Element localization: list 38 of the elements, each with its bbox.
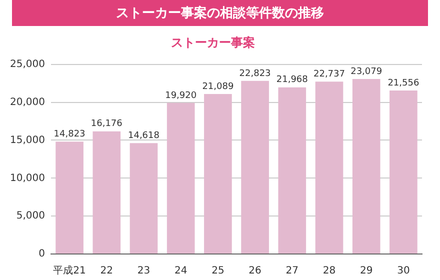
chart-title: ストーカー事案の相談等件数の推移: [12, 0, 428, 26]
x-tick-label: 24: [174, 266, 188, 277]
x-tick-label: 26: [248, 266, 262, 277]
x-tick-label: 22: [100, 266, 114, 277]
bar: [56, 142, 84, 254]
bar: [352, 78, 380, 254]
x-tick-label: 23: [137, 266, 150, 277]
x-tick-label: 29: [360, 266, 373, 277]
chart-subtitle: ストーカー事案: [171, 35, 255, 50]
x-tick-label: 25: [212, 266, 224, 277]
bar: [166, 102, 195, 254]
bar: [92, 131, 121, 254]
data-label: 21,556: [388, 78, 420, 88]
data-label: 21,089: [202, 82, 234, 92]
bar: [241, 80, 269, 254]
y-tick-label: 10,000: [10, 172, 45, 184]
y-tick-label: 25,000: [10, 58, 45, 70]
x-tick-label: 27: [286, 266, 299, 277]
data-label: 22,823: [239, 68, 271, 79]
data-label: 16,176: [90, 119, 123, 130]
bar: [390, 90, 418, 254]
x-tick-label: 28: [322, 266, 336, 277]
data-label: 19,920: [165, 90, 197, 101]
y-tick-label: 15,000: [10, 134, 45, 146]
data-label: 14,823: [54, 129, 86, 140]
x-tick-label: 30: [397, 266, 410, 277]
data-label: 14,618: [128, 130, 160, 141]
data-label: 23,079: [350, 66, 382, 77]
data-label: 21,968: [276, 75, 308, 86]
bar: [315, 82, 344, 254]
y-tick-label: 5,000: [16, 210, 45, 222]
bar: [130, 143, 158, 254]
bar: [278, 87, 306, 254]
x-tick-label: 平成21: [53, 264, 86, 277]
bar: [204, 94, 232, 254]
y-tick-label: 20,000: [10, 96, 45, 108]
data-label: 22,737: [314, 69, 345, 80]
y-tick-label: 0: [38, 248, 45, 260]
